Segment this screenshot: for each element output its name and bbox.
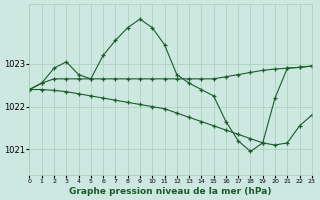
X-axis label: Graphe pression niveau de la mer (hPa): Graphe pression niveau de la mer (hPa)	[69, 187, 272, 196]
